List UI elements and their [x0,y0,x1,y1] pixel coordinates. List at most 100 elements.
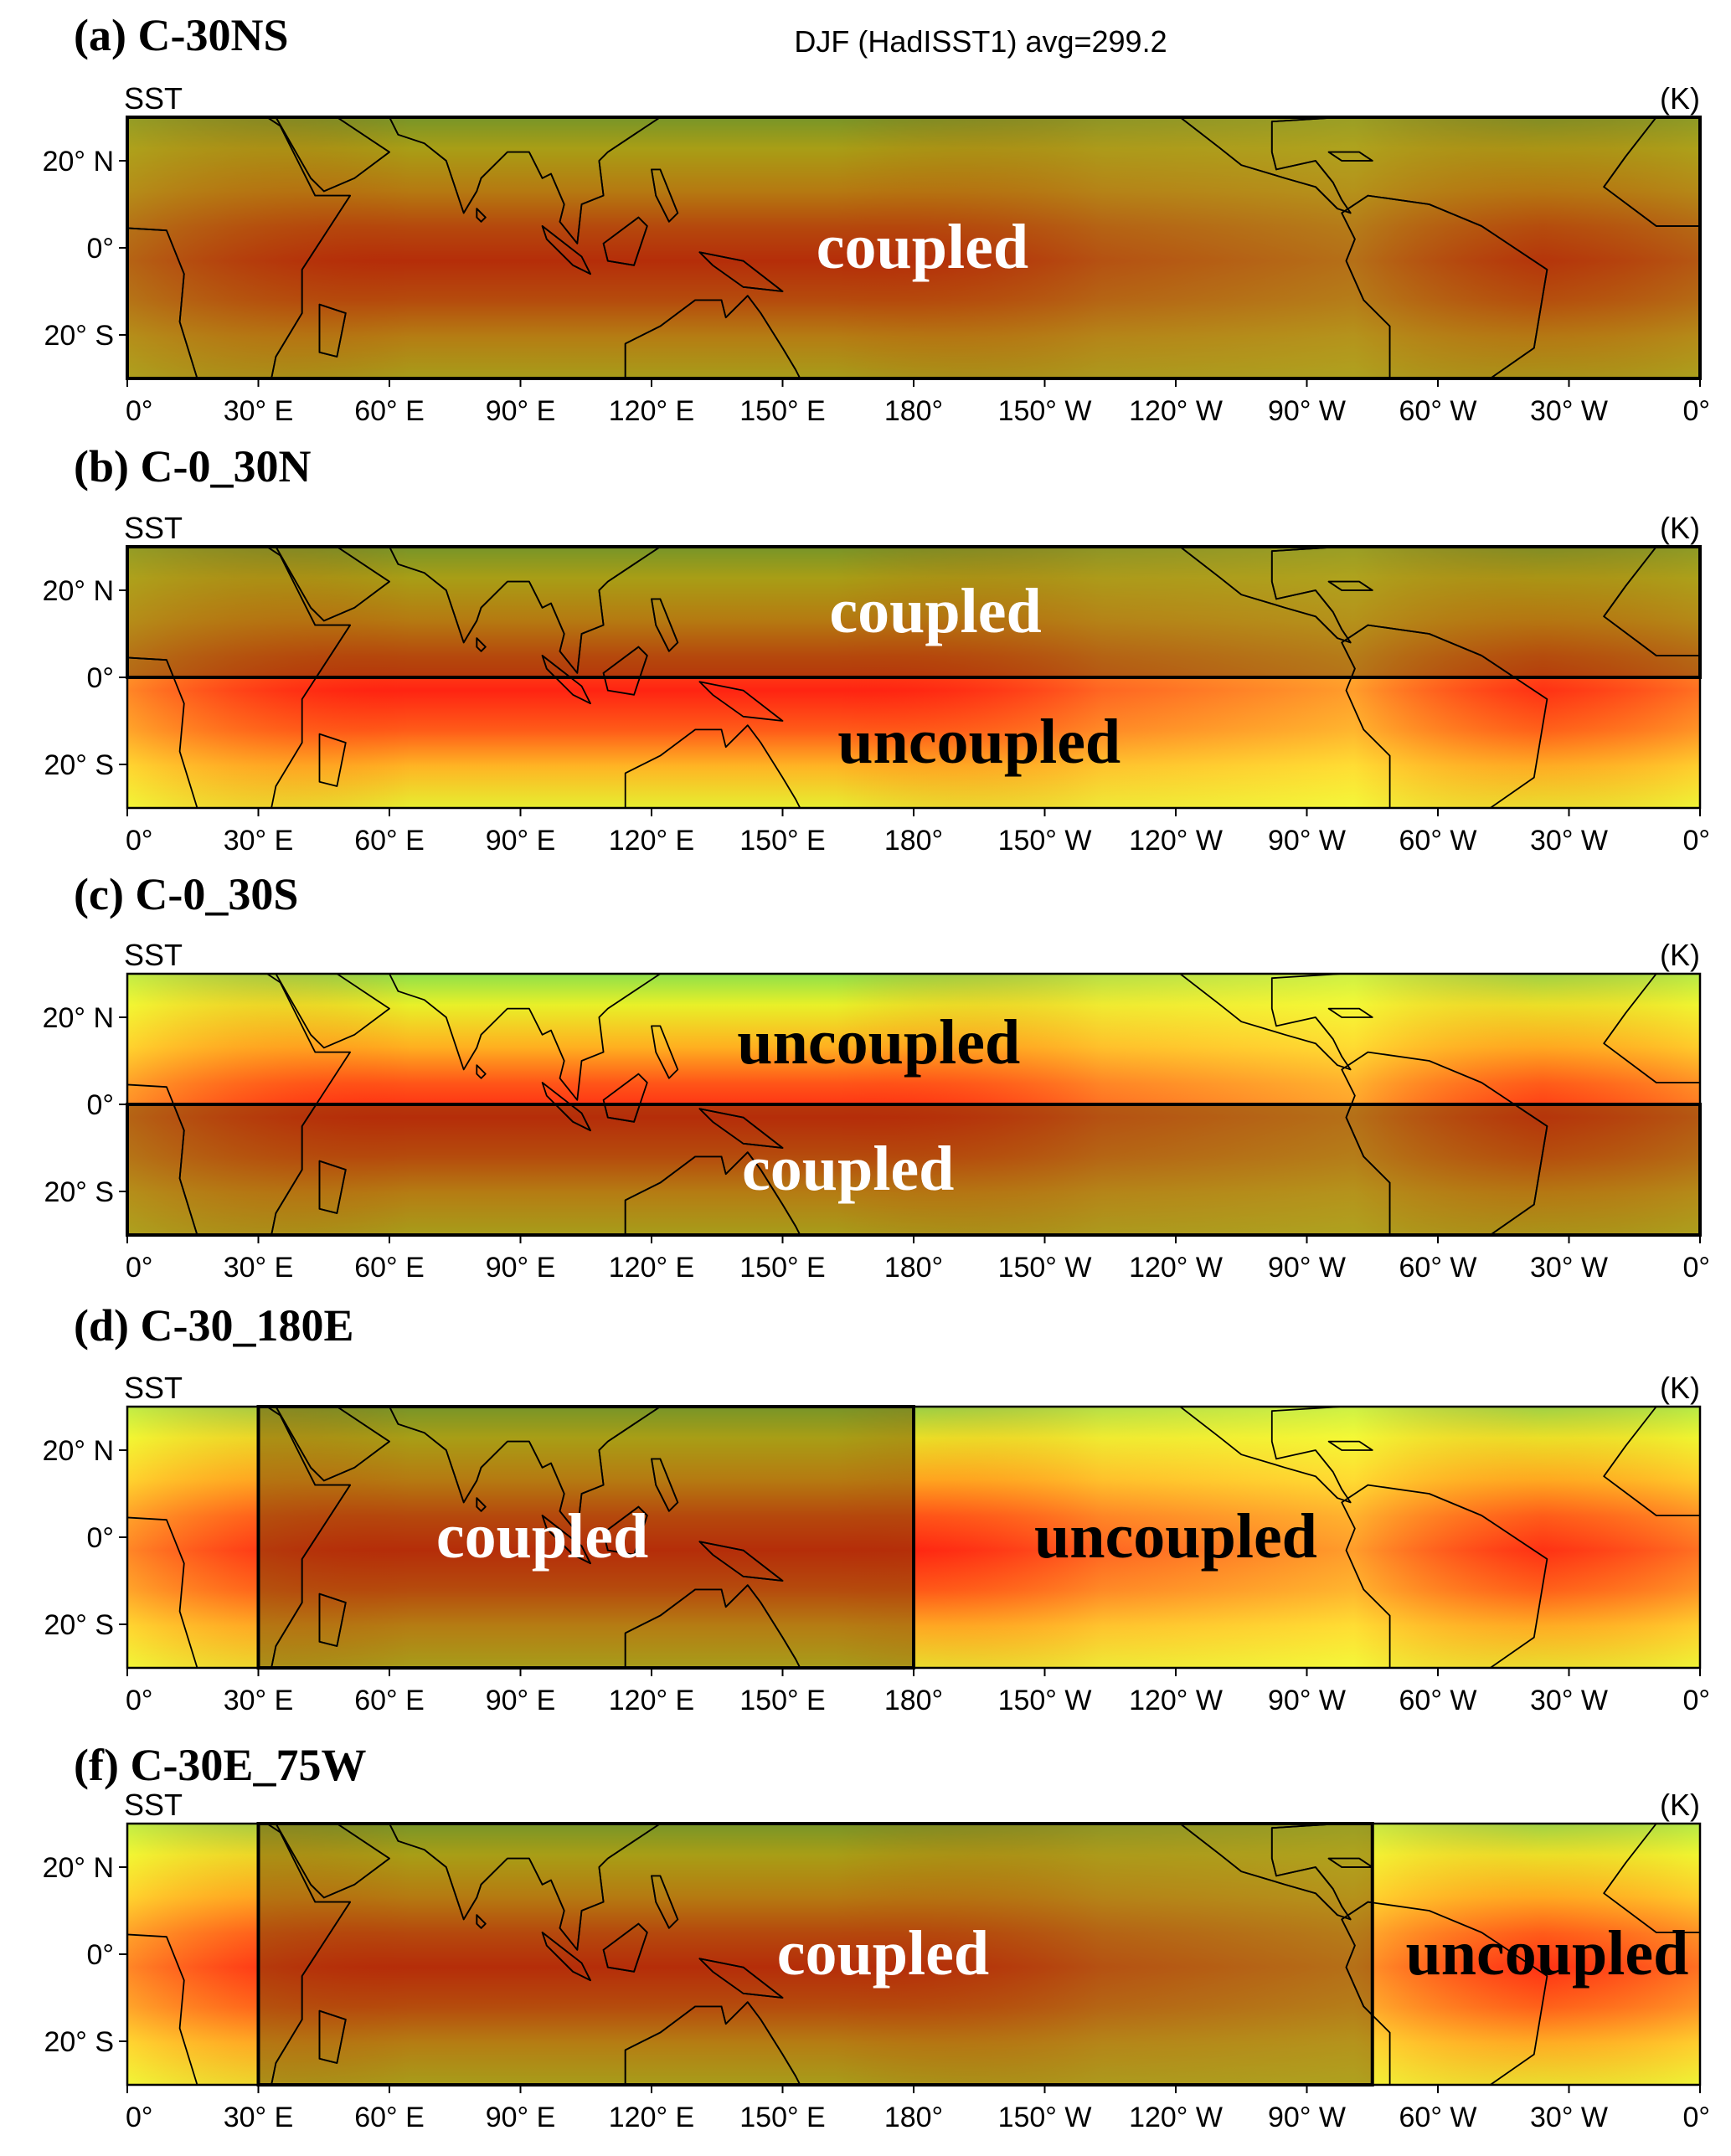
x-tick-label: 180° [884,395,943,427]
coupled-region-label: coupled [817,212,1028,282]
uncoupled-region-label: uncoupled [837,707,1121,777]
x-tick-label: 30° E [224,2102,294,2133]
sst-field-zonal-shade [127,117,1700,378]
y-tick-label: 20° S [44,1609,114,1641]
land-philippines-coupled [651,1875,679,1929]
variable-label: SST [124,1371,183,1405]
x-tick-label: 30° W [1530,395,1608,427]
coupled-region-shade [127,547,1700,677]
land-borneo-coupled [603,1104,641,1123]
y-tick-label: 0° [86,1522,114,1554]
sst-field-zonal-shade [127,1824,1700,2085]
x-tick-label: 30° E [224,1685,294,1716]
x-tick-label: 90° W [1268,825,1346,857]
x-tick-label: 30° E [224,825,294,857]
variable-label: SST [124,1788,183,1822]
coupled-region-box [256,1405,915,1670]
x-tick-label: 90° W [1268,395,1346,427]
land-borneo-coupled [602,1505,648,1556]
coupled-region-label: coupled [436,1501,648,1572]
land-north-america-coupled [1179,1824,1352,1921]
land-cuba-coupled [1327,151,1373,162]
x-tick-label: 180° [884,825,943,857]
land-india [389,974,662,1101]
variable-label: SST [124,511,183,545]
variable-label: SST [124,81,183,116]
land-new-guinea-coupled [698,1108,784,1149]
coupled-region-box [126,545,1702,679]
land-madagascar [318,733,347,787]
land-sri-lanka [476,1064,487,1079]
land-sahara-west [1603,974,1700,1083]
land-cuba-coupled [1327,1857,1373,1868]
x-tick-label: 0° [1682,395,1710,427]
x-tick-label: 180° [884,1685,943,1716]
land-africa-coupled [258,1407,351,1668]
land-masses [127,117,1700,378]
x-tick-label: 90° E [486,2102,556,2133]
land-philippines [651,1025,679,1079]
land-africa-coupled [127,547,351,677]
units-label: (K) [1660,81,1700,116]
x-tick-label: 150° W [998,395,1092,427]
y-tick-label: 20° S [44,1176,114,1208]
x-tick-label: 120° W [1129,825,1223,857]
land-arabia-coupled [275,1407,390,1482]
x-tick-label: 90° E [486,825,556,857]
land-south-america [1341,1484,1548,1668]
y-tick-label: 20° S [44,320,114,352]
units-label: (K) [1660,511,1700,545]
uncoupled-region-label: uncoupled [737,1007,1020,1078]
land-borneo-coupled [602,1922,648,1973]
coupled-region-shade [258,1407,914,1668]
land-india-coupled [389,117,662,244]
map-panel: (a) C-30NS SST (K) DJF (HadISST1) avg=299.2… [43,10,1710,427]
land-australia-coupled [624,295,801,378]
land-north-america-coupled [1179,547,1352,644]
map-panel: (c) C-0_30S SST (K) 20° N 0° 20° S 0° 30° E 60° … [43,869,1710,1284]
panel-title: (b) C-0_30N [74,441,311,491]
panel-title: (d) C-30_180E [74,1300,354,1351]
x-tick-label: 120° E [609,1685,694,1716]
x-tick-label: 150° W [998,825,1092,857]
land-australia-coupled [624,1151,801,1235]
x-tick-label: 90° E [486,1252,556,1284]
x-tick-label: 120° W [1129,2102,1223,2133]
x-tick-label: 90° E [486,395,556,427]
x-tick-label: 60° E [354,1252,425,1284]
coupled-region-shade [258,1824,1373,2085]
x-tick-label: 60° W [1399,1685,1477,1716]
land-australia-coupled [624,1584,801,1668]
land-new-guinea-coupled [698,251,784,292]
land-new-guinea [698,681,784,722]
units-label: (K) [1660,1788,1700,1822]
x-tick-label: 150° W [998,2102,1092,2133]
coupled-region-box [256,1822,1374,2087]
x-tick-label: 0° [126,1685,153,1716]
land-south-america-coupled [1341,1901,1373,2017]
land-masses [127,547,1700,808]
land-sahara-west-coupled [1603,547,1700,656]
land-sri-lanka-coupled [476,1497,487,1512]
map-panel: (d) C-30_180E SST (K) 20° N 0° 20° S 0° 30° E 60… [43,1300,1710,1716]
land-sahara-west [1603,1407,1700,1516]
x-tick-label: 60° E [354,825,425,857]
y-tick-label: 0° [86,233,114,265]
units-label: (K) [1660,1371,1700,1405]
units-label: (K) [1660,938,1700,972]
land-sumatra-coupled [541,1932,591,1982]
land-masses [127,1407,1700,1668]
panel-title: (a) C-30NS [74,10,288,60]
x-tick-label: 60° W [1399,1252,1477,1284]
x-tick-label: 0° [126,825,153,857]
land-new-guinea-coupled [698,1541,784,1582]
land-madagascar-coupled [318,2009,347,2064]
land-masses [127,974,1700,1235]
land-africa-coupled [173,1104,317,1235]
land-south-america-coupled [1345,1104,1548,1235]
land-sumatra-coupled [541,1515,591,1565]
x-tick-label: 90° W [1268,1252,1346,1284]
land-australia-coupled [624,2001,801,2085]
panel-title: (c) C-0_30S [74,869,298,919]
